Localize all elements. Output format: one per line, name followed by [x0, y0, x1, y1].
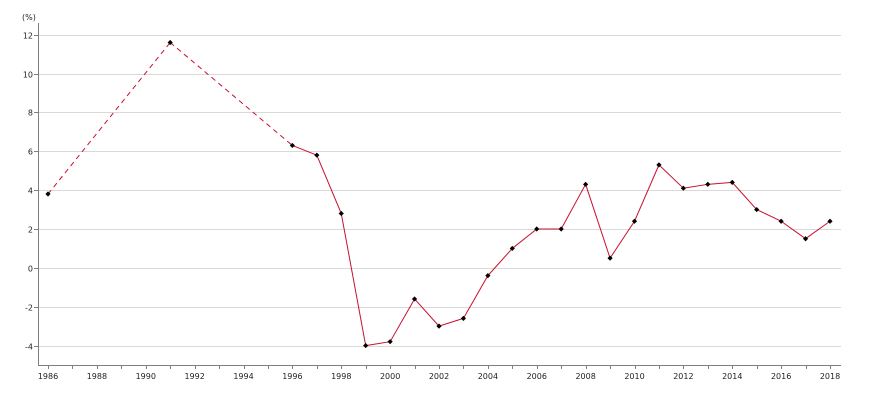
x-tick-label: 2012 [673, 372, 693, 381]
x-tick-label: 1986 [38, 372, 58, 381]
data-point-2002 [436, 323, 442, 329]
series-segment [707, 181, 733, 185]
x-tick-label: 1996 [282, 372, 302, 381]
series-segment [780, 220, 806, 240]
gridlines [38, 35, 841, 347]
data-point-2001 [411, 296, 418, 302]
y-tick-label: 6 [28, 148, 33, 157]
x-tick-label: 1990 [136, 372, 156, 381]
y-tick-label: -2 [25, 304, 33, 313]
y-tick-label: 4 [28, 187, 33, 196]
series-segment [438, 317, 464, 327]
x-tick-label: 1992 [184, 372, 204, 381]
series-segment [389, 298, 415, 342]
data-point-1986 [45, 191, 51, 197]
tick-labels: -4 -2 0 2 4 6 8 10 12 1986 1988 1990 1992 1994 1996 199… [23, 32, 840, 382]
data-point-2008 [583, 181, 589, 187]
data-point-1997 [314, 152, 320, 158]
series-segment [585, 184, 611, 259]
data-point-2012 [680, 185, 686, 191]
series-segment [292, 144, 317, 156]
data-point-2017 [802, 236, 809, 242]
data-point-2013 [705, 181, 711, 187]
x-tick-label: 2002 [429, 372, 449, 381]
data-point-2011 [656, 162, 662, 168]
axes [34, 23, 841, 369]
series-segment [512, 228, 538, 249]
data-point-2018 [827, 218, 833, 224]
y-tick-label: -4 [25, 343, 33, 352]
series-segment [731, 182, 758, 210]
series-segment-dashed [47, 42, 171, 195]
data-point-2003 [460, 315, 467, 321]
x-tick-label: 2010 [624, 372, 644, 381]
data-point-2007 [558, 226, 564, 232]
x-tick-label: 1998 [331, 372, 351, 381]
series-segment [340, 213, 367, 346]
series-segment [560, 184, 587, 230]
markers-layer [45, 39, 833, 349]
y-tick-label: 12 [23, 32, 33, 41]
data-point-2004 [485, 273, 491, 279]
series-segment [316, 154, 342, 214]
x-tick-label: 2004 [478, 372, 498, 381]
data-point-2006 [534, 226, 540, 232]
data-point-1996 [289, 142, 295, 149]
series-segment [658, 164, 684, 189]
y-tick-label: 0 [28, 265, 33, 274]
series-segment [756, 209, 782, 222]
x-tick-label: 2018 [820, 372, 840, 381]
series-segment [683, 183, 708, 189]
data-point-2010 [631, 218, 638, 224]
y-tick-label: 2 [28, 226, 33, 235]
x-tick-label: 2006 [527, 372, 547, 381]
data-point-2000 [387, 339, 393, 345]
series-segment [487, 248, 513, 276]
x-tick-label: 2000 [380, 372, 400, 381]
series-segment [634, 164, 660, 222]
y-unit-label: (%) [22, 13, 36, 22]
x-tick-label: 2016 [771, 372, 791, 381]
series-segment [805, 220, 831, 240]
y-tick-label: 10 [23, 71, 33, 80]
data-point-2009 [607, 255, 613, 261]
y-tick-label: 8 [28, 109, 33, 118]
data-point-2014 [729, 179, 735, 185]
series-segment [414, 298, 440, 327]
x-tick-label: 1988 [87, 372, 107, 381]
series-layer [47, 42, 831, 347]
data-point-2005 [509, 245, 515, 252]
x-tick-label: 2014 [722, 372, 742, 381]
data-point-2016 [778, 218, 784, 224]
series-segment [365, 341, 391, 347]
series-segment [463, 275, 489, 319]
data-point-1999 [363, 342, 369, 349]
series-segment-dashed [169, 42, 293, 146]
x-tick-label: 2008 [575, 372, 595, 381]
data-point-1991 [167, 39, 173, 46]
data-point-2015 [754, 206, 760, 213]
series-segment [609, 220, 635, 259]
x-tick-label: 1994 [233, 372, 253, 381]
data-point-1998 [338, 210, 344, 217]
